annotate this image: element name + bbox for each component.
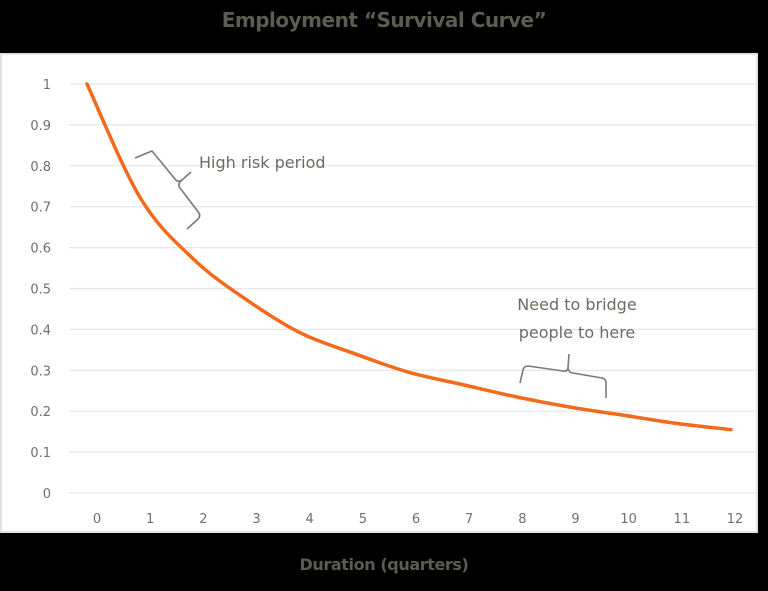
x-tick-label: 2: [199, 512, 207, 527]
x-tick-label: 7: [465, 512, 473, 527]
x-axis-label: Duration (quarters): [299, 555, 469, 574]
y-axis-ticks: 0 0.1 0.2 0.3 0.4 0.5 0.6 0.7 0.8 0.9 1: [30, 78, 51, 502]
annotation-high-risk: High risk period: [199, 153, 326, 172]
y-tick-label: 0.8: [30, 160, 51, 175]
y-tick-label: 0.1: [30, 446, 51, 461]
annotation-bridge-line1: Need to bridge: [517, 295, 636, 314]
y-tick-label: 0.3: [30, 364, 51, 379]
y-tick-label: 0.9: [30, 119, 51, 134]
x-tick-label: 8: [518, 512, 526, 527]
annotation-bridge-line2: people to here: [519, 323, 636, 342]
y-tick-label: 0.6: [30, 242, 51, 257]
y-tick-label: 0.5: [30, 283, 51, 298]
x-tick-label: 1: [146, 512, 154, 527]
x-tick-label: 0: [93, 512, 101, 527]
x-tick-label: 9: [571, 512, 579, 527]
x-tick-label: 11: [674, 512, 691, 527]
x-tick-label: 10: [620, 512, 637, 527]
x-tick-label: 12: [727, 512, 744, 527]
chart-title: Employment “Survival Curve”: [221, 8, 547, 32]
x-axis-ticks: 0 1 2 3 4 5 6 7 8 9 10 11 12: [93, 512, 743, 527]
y-tick-label: 1: [43, 78, 51, 93]
y-tick-label: 0.4: [30, 323, 51, 338]
bridge-bracket-icon: [519, 353, 607, 398]
chart-panel: [0, 53, 758, 533]
gridlines: [69, 83, 757, 494]
high-risk-bracket-icon: [134, 150, 201, 230]
x-tick-label: 3: [252, 512, 260, 527]
survival-curve-line: [85, 82, 733, 432]
x-tick-label: 4: [306, 512, 314, 527]
y-tick-label: 0.2: [30, 405, 51, 420]
y-tick-label: 0: [43, 487, 51, 502]
x-tick-label: 5: [359, 512, 367, 527]
y-tick-label: 0.7: [30, 201, 51, 216]
x-tick-label: 6: [412, 512, 420, 527]
